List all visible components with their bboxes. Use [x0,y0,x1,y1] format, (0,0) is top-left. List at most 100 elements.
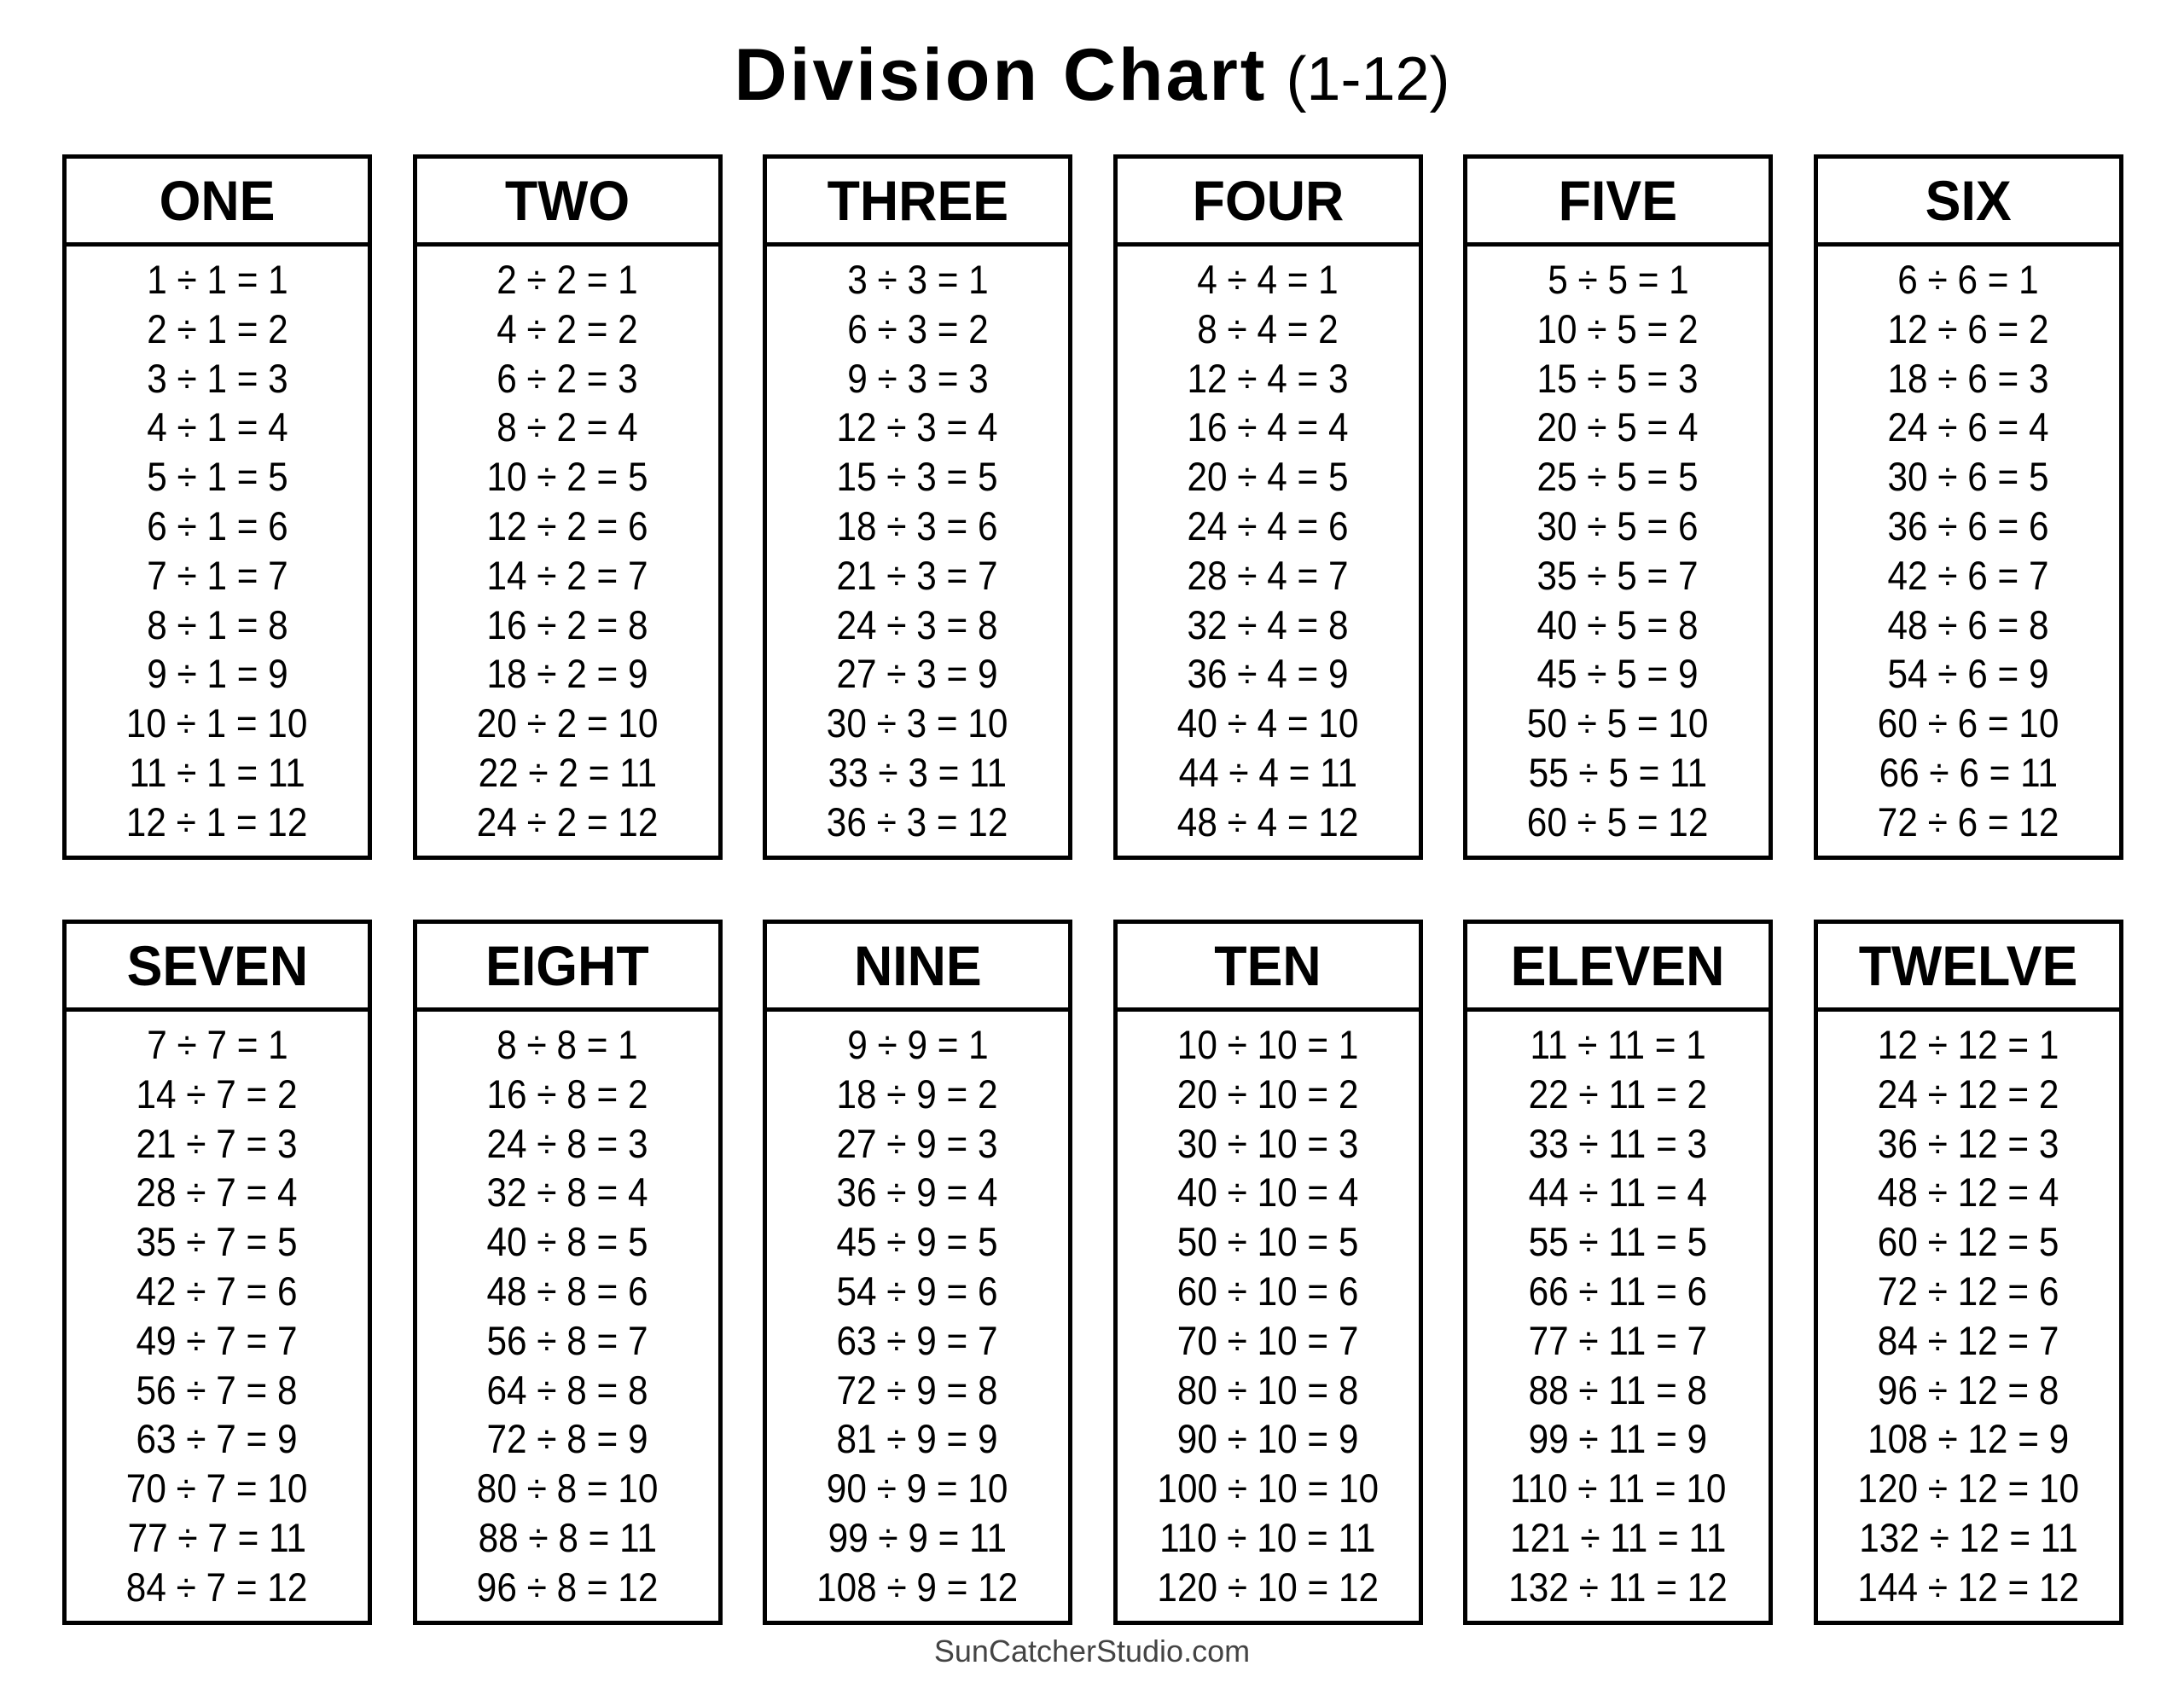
equation-row: 6 ÷ 1 = 6 [67,502,368,551]
equation-row: 60 ÷ 10 = 6 [1118,1267,1419,1316]
equation-text: 16 ÷ 2 = 8 [486,601,648,647]
equation-text: 66 ÷ 11 = 6 [1528,1268,1708,1314]
table-header-label: ELEVEN [1511,934,1725,997]
equation-text: 66 ÷ 6 = 11 [1879,749,2058,795]
equation-text: 50 ÷ 5 = 10 [1527,700,1709,746]
equation-text: 6 ÷ 1 = 6 [146,502,288,548]
table-header-label: SIX [1925,169,2012,232]
equation-text: 40 ÷ 8 = 5 [486,1219,648,1265]
equation-text: 110 ÷ 11 = 10 [1509,1465,1727,1512]
equation-row: 40 ÷ 8 = 5 [417,1217,718,1267]
equation-row: 4 ÷ 2 = 2 [417,305,718,354]
equation-row: 33 ÷ 3 = 11 [767,748,1068,798]
equation-text: 28 ÷ 7 = 4 [136,1169,299,1216]
equation-text: 18 ÷ 9 = 2 [836,1071,999,1117]
equation-text: 44 ÷ 11 = 4 [1528,1169,1708,1216]
equation-row: 55 ÷ 5 = 11 [1467,748,1769,798]
equation-text: 60 ÷ 5 = 12 [1527,798,1709,844]
equation-text: 45 ÷ 5 = 9 [1536,651,1699,697]
equation-text: 30 ÷ 5 = 6 [1536,502,1699,548]
equation-text: 20 ÷ 10 = 2 [1176,1071,1359,1117]
equation-row: 5 ÷ 1 = 5 [67,452,368,502]
equation-text: 4 ÷ 2 = 2 [497,305,638,351]
table-header-label: ONE [159,169,276,232]
equation-row: 84 ÷ 12 = 7 [1818,1316,2119,1366]
equation-text: 36 ÷ 9 = 4 [836,1169,999,1216]
table-rows: 11 ÷ 11 = 1 22 ÷ 11 = 2 33 ÷ 11 = 3 44 ÷ 11… [1467,1012,1769,1612]
equation-row: 84 ÷ 7 = 12 [67,1563,368,1612]
equation-text: 16 ÷ 8 = 2 [486,1071,648,1117]
table-header: SIX [1817,159,2119,247]
equation-text: 84 ÷ 7 = 12 [126,1564,308,1610]
equation-row: 8 ÷ 8 = 1 [417,1020,718,1070]
equation-row: 110 ÷ 10 = 11 [1118,1513,1419,1563]
equation-row: 40 ÷ 10 = 4 [1118,1168,1419,1217]
equation-text: 6 ÷ 2 = 3 [497,355,638,401]
equation-row: 12 ÷ 1 = 12 [67,798,368,847]
equation-text: 56 ÷ 7 = 8 [136,1367,299,1413]
equation-row: 36 ÷ 4 = 9 [1118,649,1419,699]
equation-row: 99 ÷ 11 = 9 [1467,1414,1769,1464]
equation-row: 12 ÷ 6 = 2 [1818,305,2119,354]
equation-row: 35 ÷ 5 = 7 [1467,551,1769,601]
equation-text: 21 ÷ 7 = 3 [136,1120,299,1166]
table-header-label: TWELVE [1858,934,2078,997]
equation-row: 63 ÷ 9 = 7 [767,1316,1068,1366]
equation-text: 90 ÷ 10 = 9 [1176,1416,1359,1462]
equation-text: 72 ÷ 6 = 12 [1877,798,2059,844]
equation-text: 4 ÷ 1 = 4 [146,404,288,450]
equation-row: 90 ÷ 9 = 10 [767,1464,1068,1513]
equation-text: 24 ÷ 4 = 6 [1187,502,1349,548]
equation-text: 24 ÷ 3 = 8 [836,601,999,647]
equation-text: 8 ÷ 8 = 1 [497,1022,638,1067]
equation-row: 66 ÷ 6 = 11 [1818,748,2119,798]
equation-row: 36 ÷ 12 = 3 [1818,1119,2119,1169]
equation-text: 40 ÷ 5 = 8 [1536,601,1699,647]
equation-row: 7 ÷ 7 = 1 [67,1020,368,1070]
equation-row: 49 ÷ 7 = 7 [67,1316,368,1366]
table-header: THREE [767,159,1068,247]
equation-text: 144 ÷ 12 = 12 [1857,1564,2079,1610]
equation-row: 2 ÷ 2 = 1 [417,255,718,305]
equation-row: 48 ÷ 12 = 4 [1818,1168,2119,1217]
equation-text: 32 ÷ 8 = 4 [486,1169,648,1216]
equation-row: 60 ÷ 6 = 10 [1818,699,2119,748]
equation-text: 81 ÷ 9 = 9 [836,1416,999,1462]
equation-row: 90 ÷ 10 = 9 [1118,1414,1419,1464]
equation-text: 14 ÷ 2 = 7 [486,552,648,598]
equation-row: 10 ÷ 5 = 2 [1467,305,1769,354]
equation-row: 132 ÷ 11 = 12 [1467,1563,1769,1612]
equation-row: 77 ÷ 7 = 11 [67,1513,368,1563]
equation-row: 20 ÷ 4 = 5 [1118,452,1419,502]
equation-text: 8 ÷ 1 = 8 [146,601,288,647]
equation-text: 54 ÷ 6 = 9 [1887,651,2049,697]
equation-text: 49 ÷ 7 = 7 [136,1317,299,1363]
equation-row: 16 ÷ 8 = 2 [417,1070,718,1119]
equation-text: 24 ÷ 8 = 3 [486,1120,648,1166]
equation-row: 24 ÷ 4 = 6 [1118,502,1419,551]
equation-row: 20 ÷ 2 = 10 [417,699,718,748]
equation-row: 42 ÷ 6 = 7 [1818,551,2119,601]
equation-text: 24 ÷ 2 = 12 [476,798,659,844]
equation-text: 18 ÷ 6 = 3 [1887,355,2049,401]
equation-text: 64 ÷ 8 = 8 [486,1367,648,1413]
equation-row: 21 ÷ 7 = 3 [67,1119,368,1169]
equation-row: 11 ÷ 11 = 1 [1467,1020,1769,1070]
division-table-seven: SEVEN 7 ÷ 7 = 1 14 ÷ 7 = 2 21 ÷ 7 = 3 28 ÷ 7… [62,920,372,1625]
equation-text: 10 ÷ 2 = 5 [486,454,648,500]
equation-text: 48 ÷ 8 = 6 [486,1268,648,1314]
equation-row: 33 ÷ 11 = 3 [1467,1119,1769,1169]
equation-text: 24 ÷ 12 = 2 [1877,1071,2059,1117]
equation-text: 2 ÷ 2 = 1 [497,257,638,302]
equation-text: 108 ÷ 9 = 12 [816,1564,1019,1610]
equation-row: 72 ÷ 8 = 9 [417,1414,718,1464]
equation-row: 1 ÷ 1 = 1 [67,255,368,305]
table-header: NINE [767,924,1068,1012]
table-header: EIGHT [416,924,718,1012]
equation-text: 8 ÷ 4 = 2 [1197,305,1339,351]
equation-row: 45 ÷ 5 = 9 [1467,649,1769,699]
equation-row: 18 ÷ 3 = 6 [767,502,1068,551]
page-title: Division Chart (1-12) [0,32,2184,122]
